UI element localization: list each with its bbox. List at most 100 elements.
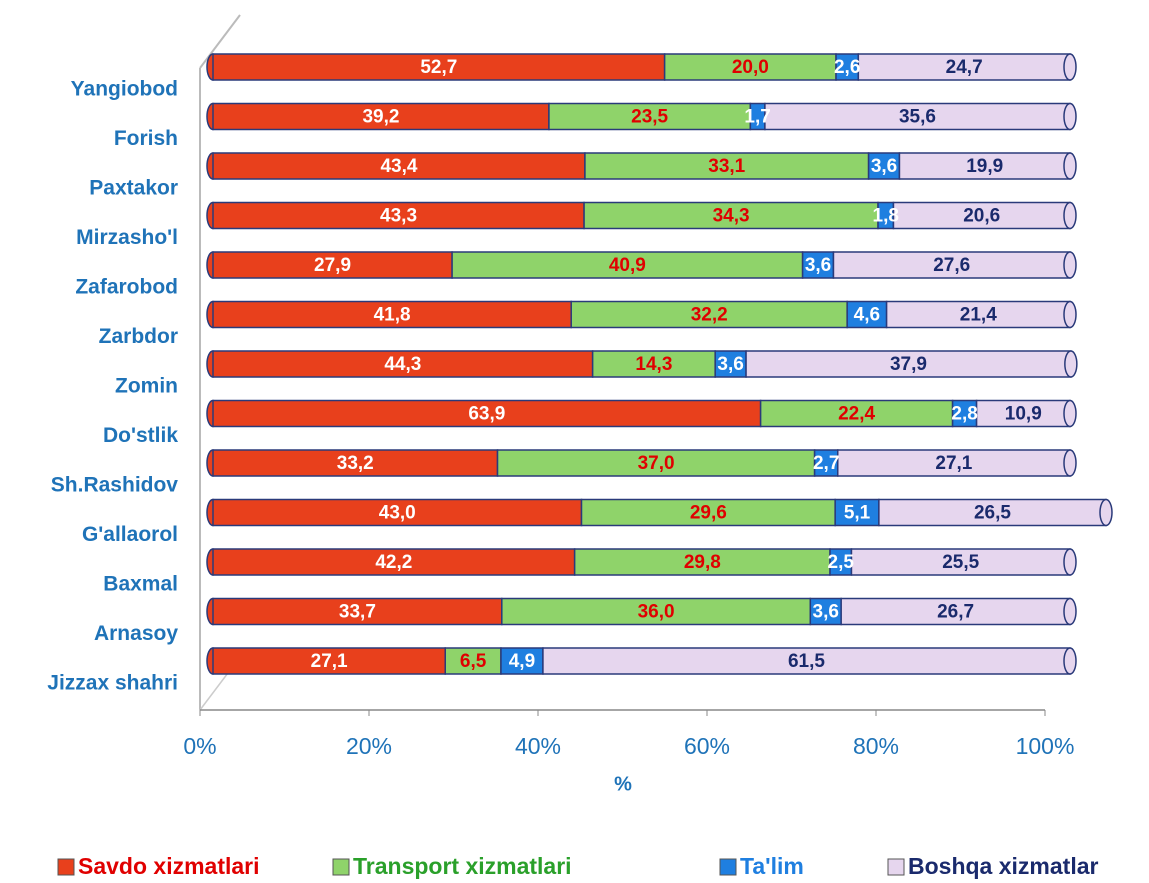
bar-segment (496, 449, 816, 477)
category-label: Paxtakor (89, 177, 178, 200)
data-label: 29,8 (684, 552, 721, 573)
bar-segment (840, 597, 1071, 626)
data-label: 22,4 (838, 404, 875, 425)
bar-segment (573, 548, 831, 576)
bar-segment (764, 102, 1071, 131)
bar-segment (850, 548, 1071, 576)
category-label: Yangiobod (71, 78, 178, 101)
bar-segment (212, 399, 762, 428)
bar-cap-right (1063, 399, 1077, 428)
legend-swatch (57, 858, 75, 876)
bar-cap-right (1063, 152, 1077, 180)
bar-segment (212, 300, 572, 329)
bar-cap-right (1063, 449, 1077, 477)
bar-cap-right (1063, 300, 1077, 329)
data-label: 36,0 (638, 602, 675, 623)
bar-segment (663, 53, 837, 81)
bar-segment (212, 102, 550, 131)
data-label: 3,6 (805, 255, 831, 276)
bar-segment (212, 498, 583, 527)
data-label: 42,2 (375, 552, 412, 573)
data-label: 43,0 (379, 503, 416, 524)
data-label: 29,6 (690, 503, 727, 524)
legend-swatch (887, 858, 905, 876)
data-label: 35,6 (899, 107, 936, 128)
bar-segment (745, 350, 1072, 378)
category-label: Sh.Rashidov (51, 474, 179, 497)
bar-segment (898, 152, 1071, 180)
bar-segment (212, 152, 586, 180)
data-label: 23,5 (631, 107, 668, 128)
bar-segment (444, 647, 502, 675)
x-tick-label: 40% (515, 733, 561, 759)
bar-cap-right (1063, 53, 1077, 81)
bar-segment (584, 152, 870, 180)
category-label: Do'stlik (103, 424, 178, 447)
data-label: 3,6 (717, 354, 743, 375)
bar-cap-right (1063, 548, 1077, 576)
data-label: 14,3 (635, 354, 672, 375)
bar-segment (212, 251, 453, 279)
data-label: 4,9 (509, 651, 535, 672)
data-label: 27,1 (935, 453, 972, 474)
legend-swatch (719, 858, 737, 876)
bar-cap-right (1063, 102, 1077, 131)
bar-segment (759, 399, 954, 428)
data-label: 33,7 (339, 602, 376, 623)
category-label: G'allaorol (82, 523, 178, 546)
data-label: 3,6 (871, 156, 897, 177)
data-label: 27,9 (314, 255, 351, 276)
data-label: 44,3 (384, 354, 421, 375)
bar-segment (832, 251, 1071, 279)
bar-cap-right (1063, 647, 1077, 675)
legend-swatch (332, 858, 350, 876)
legend-label: Boshqa xizmatlar (908, 853, 1098, 879)
data-label: 27,1 (311, 651, 348, 672)
x-axis-label: % (614, 773, 632, 795)
category-label: Forish (114, 127, 178, 150)
legend-label: Ta'lim (740, 853, 804, 879)
bar-segment (892, 201, 1071, 230)
bar-segment (542, 647, 1071, 675)
bar-segment (857, 53, 1071, 81)
bar-cap-right (1063, 597, 1077, 626)
bar-segment (846, 300, 888, 329)
data-label: 21,4 (960, 305, 997, 326)
data-label: 61,5 (788, 651, 825, 672)
bar-segment (501, 597, 812, 626)
data-label: 37,0 (638, 453, 675, 474)
bar-segment (885, 300, 1071, 329)
data-label: 43,3 (380, 206, 417, 227)
x-tick-label: 100% (1016, 733, 1075, 759)
data-label: 26,5 (974, 503, 1011, 524)
bar-cap-right (1064, 350, 1078, 378)
data-label: 40,9 (609, 255, 646, 276)
bar-segment (801, 251, 835, 279)
bar-segment (580, 498, 836, 527)
data-label: 32,2 (691, 305, 728, 326)
bar-segment (591, 350, 716, 378)
category-label: Zomin (115, 375, 178, 398)
bar-segment (212, 449, 499, 477)
data-label: 25,5 (942, 552, 979, 573)
data-label: 2,6 (834, 57, 860, 78)
data-label: 1,8 (873, 206, 899, 227)
bar-segment (500, 647, 544, 675)
category-label: Arnasoy (94, 622, 178, 645)
data-label: 37,9 (890, 354, 927, 375)
bar-cap-right (1099, 498, 1113, 527)
data-label: 24,7 (946, 57, 983, 78)
bar-segment (834, 498, 880, 527)
data-label: 20,6 (963, 206, 1000, 227)
data-label: 2,8 (951, 404, 977, 425)
category-label: Mirzasho'l (76, 226, 178, 249)
data-label: 26,7 (937, 602, 974, 623)
x-tick-label: 60% (684, 733, 730, 759)
x-tick-label: 80% (853, 733, 899, 759)
category-label: Zafarobod (75, 276, 178, 299)
data-label: 34,3 (713, 206, 750, 227)
data-label: 41,8 (374, 305, 411, 326)
data-label: 52,7 (420, 57, 457, 78)
data-label: 6,5 (460, 651, 487, 672)
x-tick-label: 20% (346, 733, 392, 759)
